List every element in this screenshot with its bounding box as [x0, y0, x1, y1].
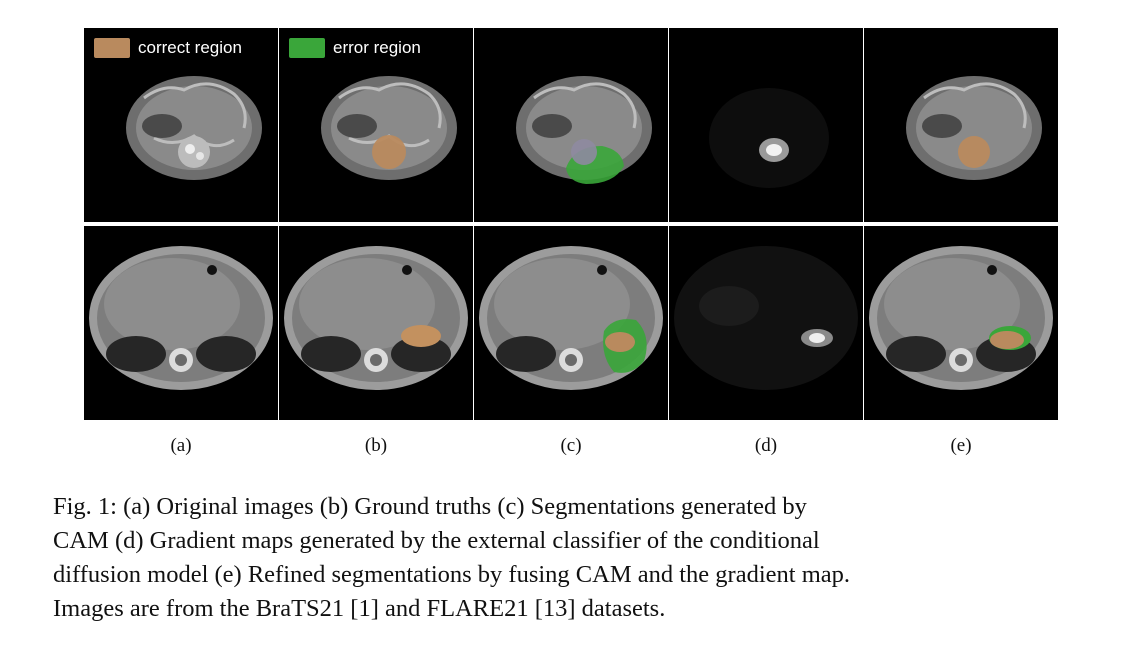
panel-brain-ground-truth: error region [279, 28, 473, 222]
legend-label-error: error region [333, 38, 421, 57]
figure-grid: correct region error region [84, 28, 1060, 420]
caption-line: Images are from the BraTS21 [1] and FLAR… [53, 595, 666, 622]
panel-brain-original: correct region [84, 28, 278, 222]
subfigure-label-e: (e) [950, 435, 972, 456]
legend-label-correct: correct region [138, 38, 242, 57]
caption-line: diffusion model (e) Refined segmentation… [53, 561, 851, 588]
panel-brain-cam [474, 28, 668, 222]
figure-caption: Fig. 1: (a) Original images (b) Ground t… [53, 490, 1093, 626]
panel-ct-cam [474, 226, 668, 420]
legend-swatch-error [289, 38, 325, 58]
panel-ct-refined [864, 226, 1058, 420]
panel-ct-ground-truth [279, 226, 473, 420]
panel-brain-refined [864, 28, 1058, 222]
subfigure-label-c: (c) [560, 435, 582, 456]
panel-ct-gradient [669, 226, 863, 420]
caption-line: Fig. 1: (a) Original images (b) Ground t… [53, 493, 807, 520]
subfigure-label-b: (b) [364, 435, 388, 456]
subfigure-label-a: (a) [170, 435, 192, 456]
subfigure-label-d: (d) [754, 435, 778, 456]
panel-ct-original [84, 226, 278, 420]
legend-correct-region: correct region [94, 38, 242, 58]
legend-error-region: error region [289, 38, 421, 58]
panel-brain-gradient [669, 28, 863, 222]
legend-swatch-correct [94, 38, 130, 58]
caption-line: CAM (d) Gradient maps generated by the e… [53, 527, 820, 554]
